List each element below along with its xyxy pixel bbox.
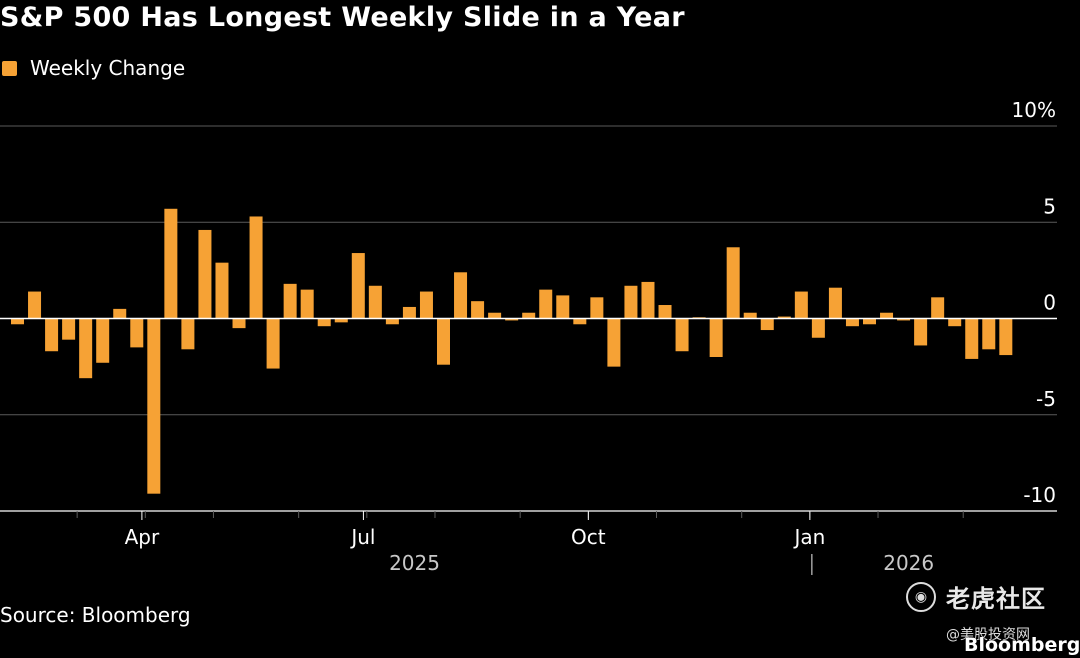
x-tick-label: Jul [349,525,375,549]
y-tick-label: -10 [1023,483,1056,507]
watermark-meigu: @美股投资网 [946,627,1030,643]
bar [437,318,450,365]
axis-labels: 10% 5 0 -5 -10 Apr Jul Oct Jan 2025 2026 [125,98,1056,575]
bar [828,287,842,319]
y-tick-label: 10% [1012,98,1056,122]
bar [334,318,348,323]
bar [556,295,570,319]
bar [317,318,331,327]
bar [147,318,161,494]
bar [726,247,740,319]
bar [488,312,502,319]
bar [709,318,723,357]
bar [777,316,791,319]
bar [62,318,76,340]
bar [351,253,365,319]
bar [249,216,263,319]
bar [607,318,621,367]
bar [419,291,433,319]
bar [641,281,655,319]
bar [232,318,246,329]
bar [385,318,399,325]
y-tick-label: -5 [1036,387,1056,411]
bar [79,318,93,379]
bar [760,318,774,331]
bar [982,318,996,350]
watermark-bloomberg: Bloomberg [964,634,1080,656]
bar [283,283,297,319]
bar [794,291,808,319]
bar [880,312,894,319]
bar [931,297,945,319]
bar [28,291,42,319]
bar [675,318,689,352]
bar [539,289,553,319]
source-note: Source: Bloomberg [0,603,191,627]
bar [471,301,485,319]
bar [863,318,876,325]
legend: Weekly Change [2,56,185,80]
bar [505,318,519,321]
x-tick-label: Oct [571,525,606,549]
bar [45,318,59,352]
x-tick-label: Jan [792,525,825,549]
x-tick-label: Apr [125,525,160,549]
bar [215,262,229,319]
year-label: 2025 [389,551,440,575]
bars [11,208,1013,494]
year-label: 2026 [883,551,934,575]
bar [948,318,962,327]
bar [522,312,536,319]
bar [573,318,587,325]
x-axis [0,317,1057,575]
bar [164,208,178,319]
bar [811,318,825,338]
bar [96,318,110,363]
bar [11,318,24,325]
bar [624,285,638,319]
bar [113,308,127,319]
legend-label: Weekly Change [30,56,186,80]
chart-title: S&P 500 Has Longest Weekly Slide in a Ye… [0,2,685,33]
bar [590,297,604,319]
watermark-tiger: ◉ 老虎社区 [906,579,1046,614]
bar [368,285,382,319]
bar [743,312,757,319]
bar [198,229,212,319]
legend-swatch [2,60,17,76]
bar [658,305,672,319]
bar [965,318,979,359]
bar [402,306,416,319]
y-tick-label: 0 [1043,291,1056,315]
bar [454,272,468,319]
bar [181,318,195,350]
y-tick-label: 5 [1043,194,1056,218]
tiger-logo-icon: ◉ [906,581,936,612]
watermark-tiger-text: 老虎社区 [946,585,1046,613]
bar [300,289,314,319]
bar [914,318,928,346]
bar [845,318,859,327]
bar [897,318,911,321]
bar [266,318,280,369]
bar [999,318,1013,356]
bar [130,318,144,348]
